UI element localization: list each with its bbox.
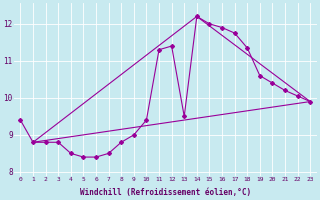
X-axis label: Windchill (Refroidissement éolien,°C): Windchill (Refroidissement éolien,°C) bbox=[80, 188, 251, 197]
